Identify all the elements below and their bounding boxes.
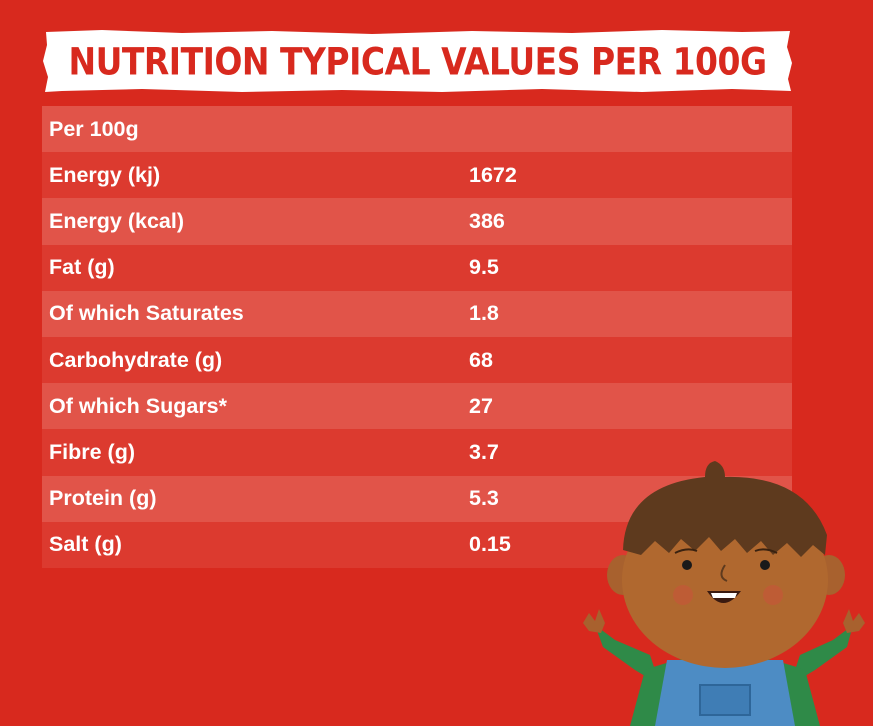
nutrient-label: Of which Sugars*	[49, 393, 228, 418]
title-banner: NUTRITION TYPICAL VALUES PER 100G	[42, 29, 793, 93]
left-eyebrow	[674, 548, 698, 554]
nutrient-label: Energy (kj)	[49, 162, 161, 187]
right-eyebrow	[754, 548, 778, 554]
nutrient-label: Of which Saturates	[49, 301, 244, 326]
right-eye	[760, 560, 770, 570]
right-cheek	[763, 585, 783, 605]
hair	[623, 461, 827, 557]
table-row: Of which Saturates 1.8	[42, 290, 792, 337]
left-cheek	[673, 585, 693, 605]
page-title: NUTRITION TYPICAL VALUES PER 100G	[68, 39, 767, 83]
nutrient-value: 0.15	[469, 532, 511, 557]
table-row: Of which Sugars* 27	[42, 383, 792, 430]
nutrient-value: 9.5	[469, 255, 499, 280]
nutrient-label: Protein (g)	[49, 486, 157, 511]
nutrient-value: 68	[469, 347, 493, 372]
nutrient-label: Salt (g)	[49, 532, 122, 557]
right-hand	[843, 609, 865, 633]
table-header-row: Per 100g	[42, 106, 792, 153]
overalls-pocket	[699, 684, 751, 716]
nutrient-value: 3.7	[469, 439, 499, 464]
nose	[720, 564, 728, 582]
table-row: Energy (kcal) 386	[42, 198, 792, 245]
nutrient-label: Carbohydrate (g)	[49, 347, 223, 372]
table-row: Fat (g) 9.5	[42, 244, 792, 291]
table-row: Carbohydrate (g) 68	[42, 336, 792, 384]
left-sleeve	[595, 625, 660, 685]
nutrient-value: 1.8	[469, 301, 499, 326]
table-row: Fibre (g) 3.7	[42, 429, 792, 476]
right-sleeve	[790, 625, 853, 685]
nutrient-value: 5.3	[469, 486, 499, 511]
nutrient-value: 386	[469, 208, 505, 233]
torn-paper-banner	[43, 30, 792, 92]
nutrient-label: Fat (g)	[49, 255, 115, 280]
left-hand	[583, 609, 605, 633]
teeth	[711, 593, 737, 598]
nutrient-value: 27	[469, 393, 493, 418]
nutrition-table: Per 100g Energy (kj) 1672 Energy (kcal) …	[42, 106, 792, 568]
table-header-label: Per 100g	[49, 116, 139, 141]
left-eye	[682, 560, 692, 570]
nutrient-value: 1672	[469, 162, 517, 187]
nutrient-label: Fibre (g)	[49, 439, 135, 464]
child-illustration	[583, 461, 865, 726]
nutrient-label: Energy (kcal)	[49, 208, 185, 233]
table-row: Energy (kj) 1672	[42, 152, 792, 199]
